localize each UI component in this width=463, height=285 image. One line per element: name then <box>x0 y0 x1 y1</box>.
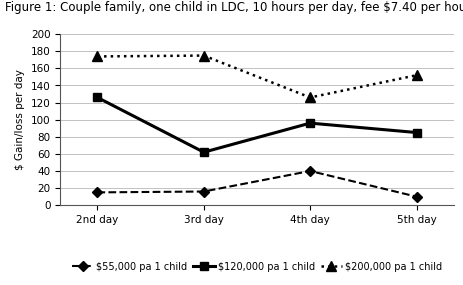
Text: Figure 1: Couple family, one child in LDC, 10 hours per day, fee $7.40 per hour: Figure 1: Couple family, one child in LD… <box>5 1 463 15</box>
Y-axis label: $ Gain/loss per day: $ Gain/loss per day <box>15 69 25 170</box>
Legend: $55,000 pa 1 child, $120,000 pa 1 child, $200,000 pa 1 child: $55,000 pa 1 child, $120,000 pa 1 child,… <box>68 258 446 276</box>
